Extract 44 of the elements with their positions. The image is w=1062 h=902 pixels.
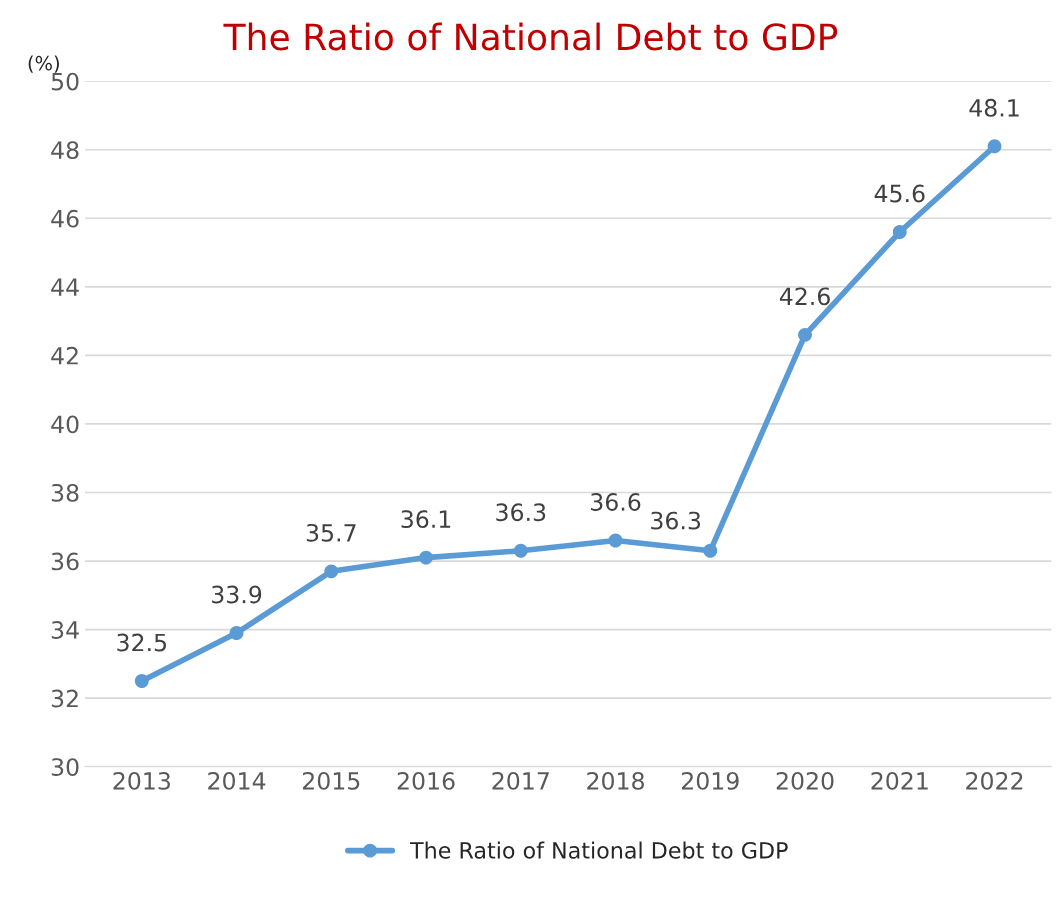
x-tick-label: 2022 (966, 771, 1023, 790)
data-label: 32.5 (117, 633, 167, 652)
data-label: 33.9 (212, 585, 262, 604)
point (703, 543, 718, 558)
data-label: 36.3 (496, 503, 546, 522)
y-tick-label: 48 (51, 141, 79, 160)
chart-title: The Ratio of National Debt to GDP (223, 22, 838, 51)
point (513, 543, 528, 558)
y-tick-label: 32 (51, 689, 78, 708)
x-tick-label: 2021 (871, 771, 928, 790)
point (229, 626, 244, 640)
data-label: 45.6 (874, 184, 925, 203)
y-tick-label: 42 (51, 346, 78, 365)
y-axis-title: (%) (28, 55, 59, 73)
x-tick-label: 2014 (208, 771, 266, 790)
y-tick-label: 50 (51, 72, 79, 91)
x-tick-label: 2013 (113, 771, 170, 790)
data-label: 48.1 (969, 98, 1019, 117)
legend-label: The Ratio of National Debt to GDP (410, 841, 788, 859)
x-tick-label: 2018 (587, 771, 644, 790)
y-tick-label: 44 (51, 278, 79, 296)
x-tick-label: 2015 (302, 771, 360, 790)
y-tick-label: 30 (51, 758, 79, 777)
data-label: 36.6 (591, 493, 641, 511)
y-tick-label: 34 (51, 621, 79, 639)
point (892, 225, 907, 239)
data-label: 42.6 (779, 287, 830, 306)
point (987, 139, 1002, 154)
point (419, 550, 433, 565)
y-tick-label: 46 (51, 209, 79, 228)
point (324, 564, 339, 579)
data-label: 36.3 (651, 511, 701, 530)
y-tick-label: 40 (51, 415, 79, 434)
y-tick-label: 36 (51, 552, 79, 571)
data-label: 35.7 (306, 523, 356, 542)
point (608, 533, 623, 548)
data-label: 36.1 (401, 510, 451, 529)
y-tick-label: 38 (51, 483, 79, 502)
x-tick-label: 2016 (397, 771, 455, 790)
point (798, 327, 812, 342)
point (134, 674, 149, 688)
x-tick-label: 2020 (776, 771, 834, 790)
x-tick-label: 2017 (492, 771, 549, 790)
x-tick-label: 2019 (681, 771, 739, 790)
